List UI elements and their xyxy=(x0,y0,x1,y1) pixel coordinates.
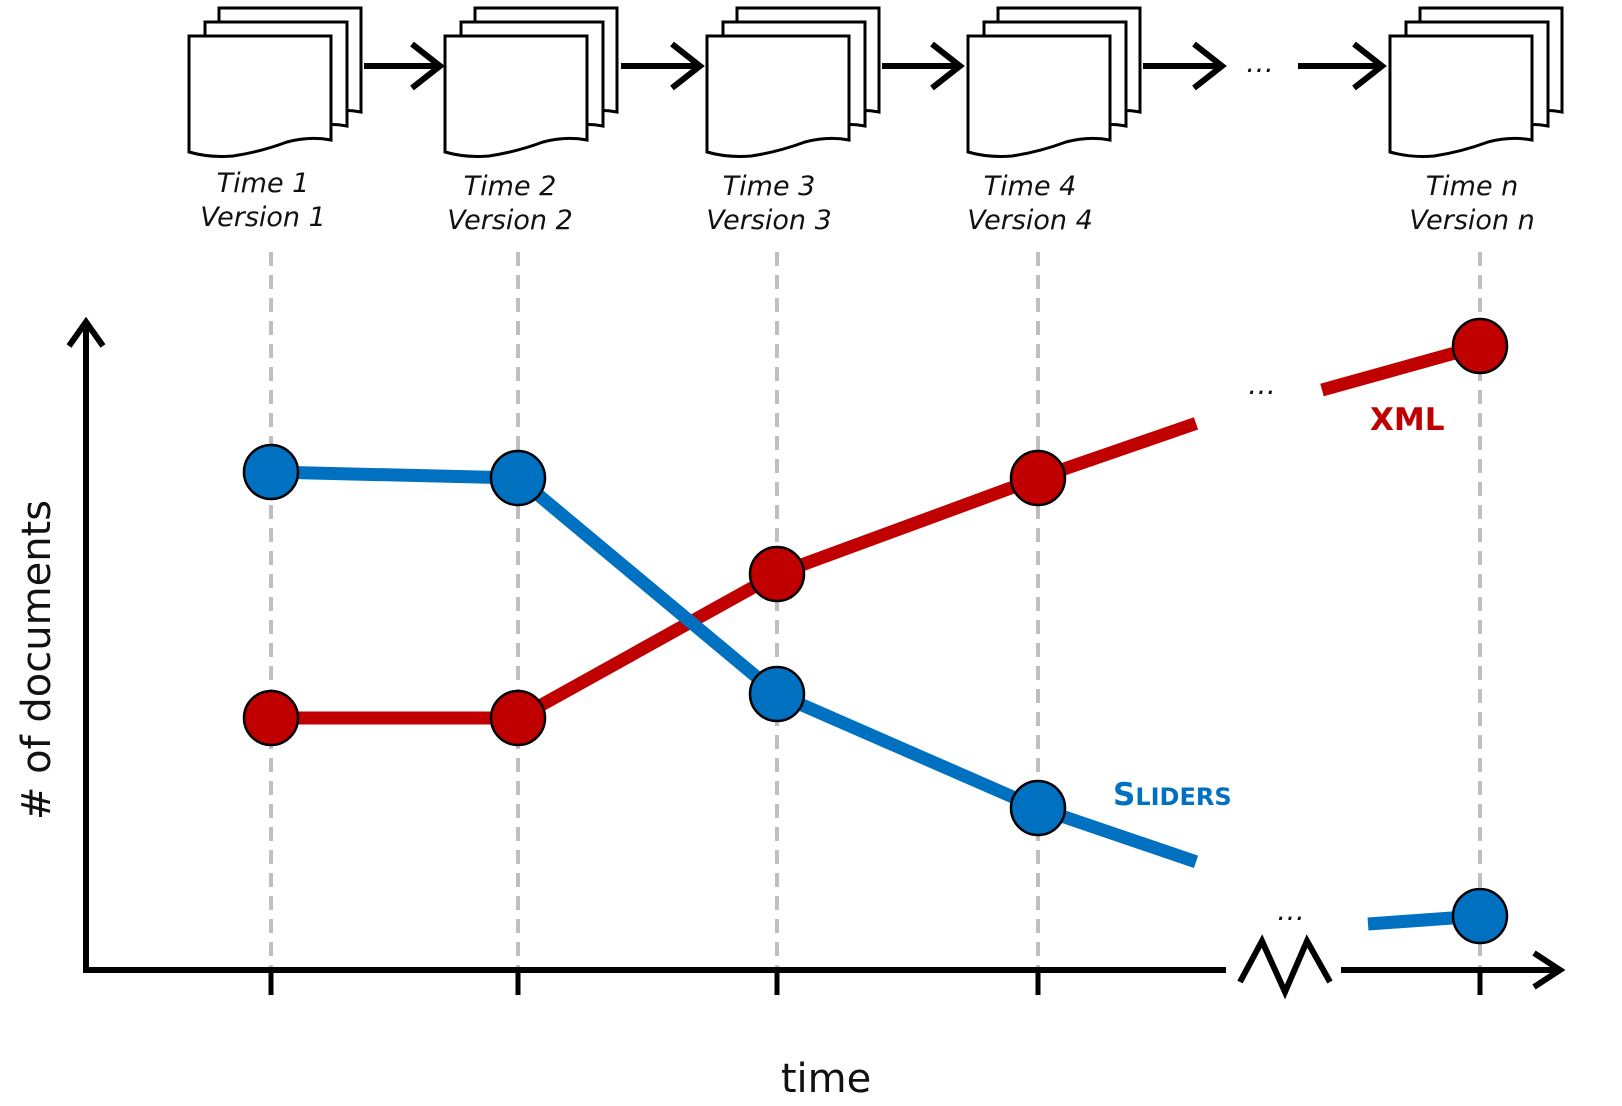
series: … XML … SLIDERS xyxy=(242,317,1509,945)
axes xyxy=(66,316,1566,1000)
data-point xyxy=(489,689,547,747)
flow-arrow xyxy=(882,41,965,91)
version-gridlines xyxy=(269,252,1482,970)
flow-arrow xyxy=(1298,41,1387,91)
flow-arrow xyxy=(621,41,705,91)
data-point xyxy=(242,689,300,747)
y-axis-arrowhead xyxy=(66,316,106,348)
data-point xyxy=(489,449,547,507)
series-sliders-markers xyxy=(242,443,1509,945)
x-axis-label: time xyxy=(781,1056,871,1101)
version-number-label: Version 2 xyxy=(447,205,573,236)
version-time-label: Time 4 xyxy=(984,171,1077,202)
series-label-main: XML xyxy=(1370,402,1445,438)
series-line-segment xyxy=(774,471,1041,581)
document-stack-icon xyxy=(187,6,363,158)
x-axis-break-mark xyxy=(1237,934,1333,1000)
document-stack-icon xyxy=(1388,6,1564,158)
data-point xyxy=(748,665,806,723)
version-time-label: Time 2 xyxy=(464,171,557,202)
flow-ellipsis: … xyxy=(1246,46,1274,79)
series-line-segment xyxy=(774,688,1041,814)
document-stack-icon xyxy=(966,6,1142,158)
version-time-label: Time 1 xyxy=(217,168,310,199)
data-point xyxy=(748,545,806,603)
flow-arrow-head xyxy=(670,41,705,91)
flow-arrow-head xyxy=(930,41,965,91)
data-point xyxy=(1451,887,1509,945)
y-axis-label: # of documents xyxy=(14,500,60,820)
series-label-main: S xyxy=(1113,777,1135,813)
data-point xyxy=(1009,449,1067,507)
document-stack-icon xyxy=(443,6,619,158)
x-axis-arrowhead xyxy=(1532,950,1566,990)
series-line-segment xyxy=(513,473,782,699)
data-point xyxy=(1009,779,1067,837)
version-number-label: Version 4 xyxy=(967,205,1093,236)
series-label: SLIDERS xyxy=(1113,777,1232,813)
version-time-label: Time n xyxy=(1426,171,1519,202)
version-number-label: Version 3 xyxy=(706,205,832,236)
series-xml-lines xyxy=(271,339,1482,725)
document-stack-icon xyxy=(705,6,881,158)
data-point xyxy=(1451,317,1509,375)
series-label: XML xyxy=(1370,402,1445,438)
data-point xyxy=(242,443,300,501)
version-number-label: Version 1 xyxy=(200,202,326,233)
series-label-small: LIDERS xyxy=(1135,783,1231,811)
series-xml-markers xyxy=(242,317,1509,747)
series-line-segment xyxy=(270,465,519,485)
series-ellipsis: … xyxy=(1277,894,1305,927)
series-ellipsis: … xyxy=(1248,368,1276,401)
series-line-segment xyxy=(514,568,781,724)
flow-arrow-head xyxy=(410,41,445,91)
version-time-label: Time 3 xyxy=(723,171,816,202)
flow-arrow-head xyxy=(1352,41,1387,91)
flow-arrow xyxy=(1143,41,1227,91)
version-number-label: Version n xyxy=(1409,205,1535,236)
flow-arrow xyxy=(364,41,445,91)
flow-arrow-head xyxy=(1192,41,1227,91)
chart-labels: time # of documents xyxy=(14,500,871,1102)
version-flow-arrows: … xyxy=(364,41,1387,91)
